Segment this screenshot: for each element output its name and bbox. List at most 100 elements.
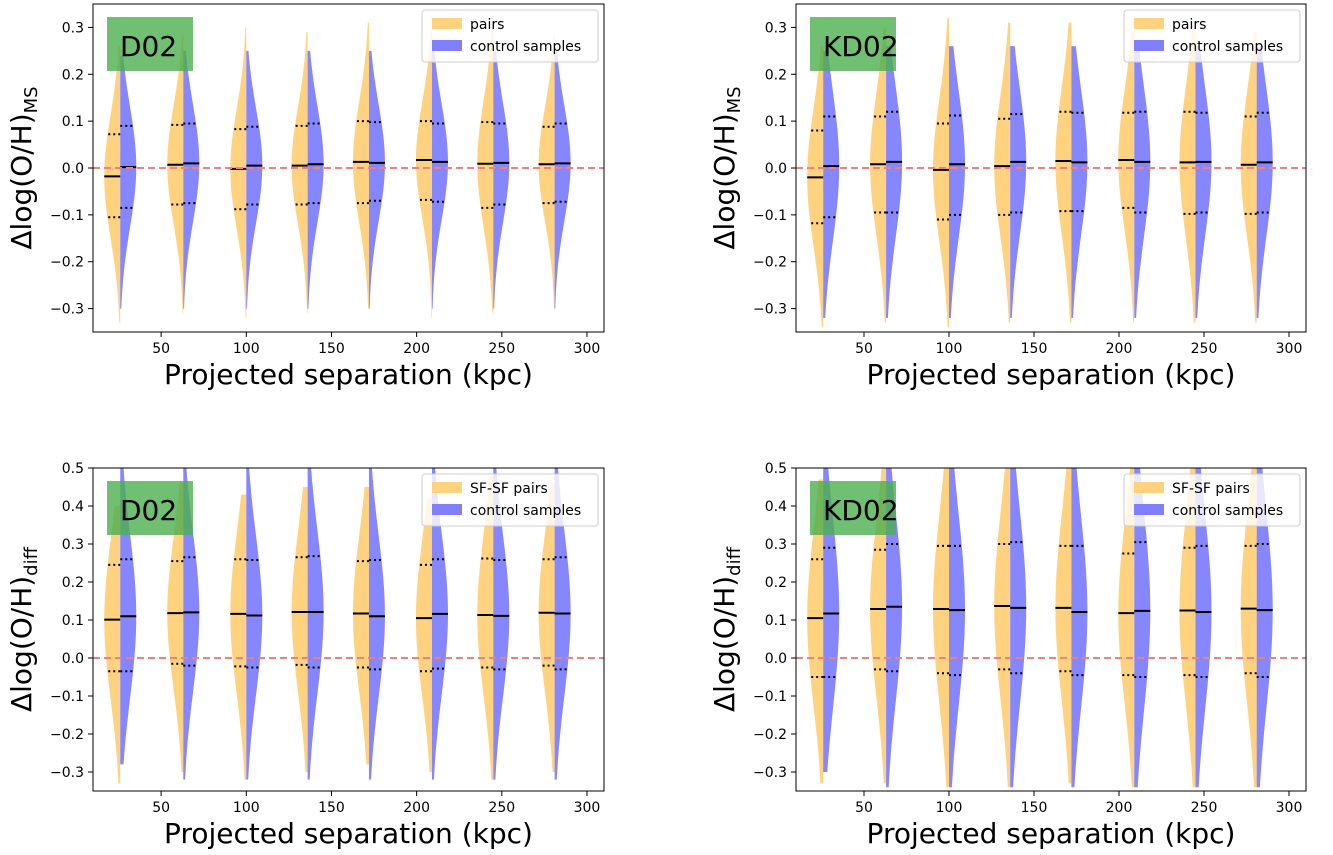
violin-pairs-6 [415, 32, 432, 318]
y-tick-label: 0.0 [62, 161, 84, 177]
x-tick-label: 250 [1191, 800, 1218, 816]
violin-pairs-5 [352, 22, 369, 309]
x-tick-label: 100 [233, 800, 260, 816]
panel-label-box [107, 17, 193, 71]
violin-pairs-1 [104, 506, 121, 784]
legend-label-pairs: pairs [1172, 17, 1206, 33]
y-axis-label-main: Δlog(O/H) [708, 576, 741, 712]
violin-control-4 [307, 50, 324, 309]
violin-pairs-7 [477, 27, 494, 314]
x-tick-label: 50 [152, 800, 170, 816]
violin-pairs-5 [1055, 468, 1072, 784]
legend: SF-SF pairs control samples [1123, 473, 1301, 527]
violin-control-6 [431, 468, 448, 780]
x-tick-label: 50 [855, 800, 873, 816]
x-tick-label: 300 [1276, 800, 1303, 816]
violin-control-1 [823, 468, 840, 772]
legend-label-control: control samples [1172, 503, 1283, 519]
x-tick-label: 300 [1276, 341, 1303, 357]
y-tick-label: −0.3 [753, 765, 787, 781]
violin-control-6 [1134, 468, 1151, 788]
violin-pairs-5 [1055, 22, 1072, 323]
violin-control-8 [1256, 46, 1273, 318]
y-axis-label-subscript: MS [21, 86, 42, 113]
y-tick-label: 0.2 [62, 575, 84, 591]
y-tick-label: 0.2 [62, 67, 84, 83]
y-axis-label-main: Δlog(O/H) [708, 113, 741, 249]
y-tick-label: 0.0 [62, 651, 84, 667]
legend-swatch-control [432, 504, 462, 515]
legend-label-control: control samples [1172, 39, 1283, 55]
legend-label-pairs: pairs [470, 17, 504, 33]
violin-control-8 [554, 50, 571, 309]
violin-pairs-1 [807, 46, 824, 328]
legend-frame [1123, 473, 1301, 527]
legend-swatch-pairs [1134, 482, 1164, 493]
plot-area [93, 468, 604, 784]
plot-area [93, 22, 604, 323]
violin-control-8 [1256, 468, 1273, 788]
violin-control-6 [431, 50, 448, 309]
violin-control-5 [368, 468, 385, 780]
y-tick-label: −0.2 [753, 255, 787, 271]
y-tick-label: 0.0 [765, 651, 787, 667]
panel-label: KD02 [810, 17, 899, 71]
panel-label: D02 [107, 17, 193, 71]
y-axis-label: Δlog(O/H)MS [708, 86, 745, 249]
axes-frame [795, 467, 1307, 792]
y-tick-label: 0.4 [765, 499, 787, 515]
violin-control-4 [307, 468, 324, 780]
violin-pairs-7 [477, 475, 494, 780]
violin-control-4 [1010, 468, 1027, 788]
y-axis-label-main: Δlog(O/H) [5, 113, 38, 249]
x-axis-label: Projected separation (kpc) [867, 817, 1236, 850]
x-tick-label: 250 [488, 341, 515, 357]
violin-pairs-2 [870, 27, 887, 323]
violin-pairs-1 [104, 46, 121, 323]
y-tick-label: 0.5 [62, 461, 84, 477]
y-tick-label: 0.1 [765, 613, 787, 629]
legend-frame [421, 473, 599, 527]
x-tick-label: 100 [936, 341, 963, 357]
legend: pairs control samples [1123, 9, 1301, 63]
y-tick-label: −0.3 [753, 302, 787, 318]
violin-pairs-8 [538, 36, 555, 309]
x-tick-label: 250 [1191, 341, 1218, 357]
violin-control-3 [246, 50, 263, 309]
violin-pairs-4 [994, 22, 1011, 323]
panel-label-box [810, 17, 896, 71]
x-tick-label: 150 [318, 341, 345, 357]
violin-control-1 [823, 50, 840, 318]
violin-pairs-4 [994, 468, 1011, 788]
panel-2: KD02 pairs control samples 50 100 150 200 250 30… [708, 3, 1307, 391]
y-axis-label: Δlog(O/H)diff [708, 546, 745, 712]
legend-swatch-control [1134, 40, 1164, 51]
x-tick-label: 150 [1021, 341, 1048, 357]
violin-control-5 [368, 50, 385, 309]
y-tick-label: 0.4 [62, 499, 84, 515]
legend-swatch-control [1134, 504, 1164, 515]
y-tick-label: 0.0 [765, 161, 787, 177]
x-tick-label: 200 [1106, 341, 1133, 357]
y-tick-label: 0.1 [62, 114, 84, 130]
violin-control-7 [493, 50, 510, 309]
x-tick-label: 200 [403, 341, 430, 357]
y-tick-label: −0.3 [50, 765, 84, 781]
violin-control-8 [554, 468, 571, 780]
panel-1: D02 pairs control samples 50 100 150 200 250 300… [5, 3, 605, 391]
violin-pairs-6 [1118, 32, 1135, 323]
legend-frame [421, 9, 599, 63]
x-tick-label: 150 [318, 800, 345, 816]
panel-label-box [810, 481, 896, 535]
panel-label-text: KD02 [823, 30, 899, 63]
violin-pairs-7 [1179, 27, 1196, 323]
panel-3: D02 SF-SF pairs control samples 50 100 150 200… [5, 461, 605, 850]
legend-label-control: control samples [470, 39, 581, 55]
legend-label-pairs: SF-SF pairs [470, 481, 548, 497]
violin-control-4 [1010, 46, 1027, 318]
x-axis-label: Projected separation (kpc) [164, 817, 533, 850]
y-tick-label: −0.2 [50, 727, 84, 743]
y-tick-label: −0.1 [50, 689, 84, 705]
violin-pairs-8 [1240, 468, 1257, 788]
violin-control-5 [1071, 46, 1088, 318]
